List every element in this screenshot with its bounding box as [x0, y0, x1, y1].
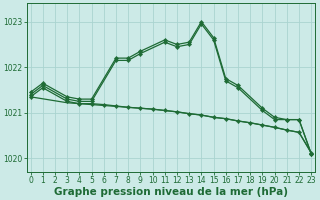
X-axis label: Graphe pression niveau de la mer (hPa): Graphe pression niveau de la mer (hPa) [54, 187, 288, 197]
